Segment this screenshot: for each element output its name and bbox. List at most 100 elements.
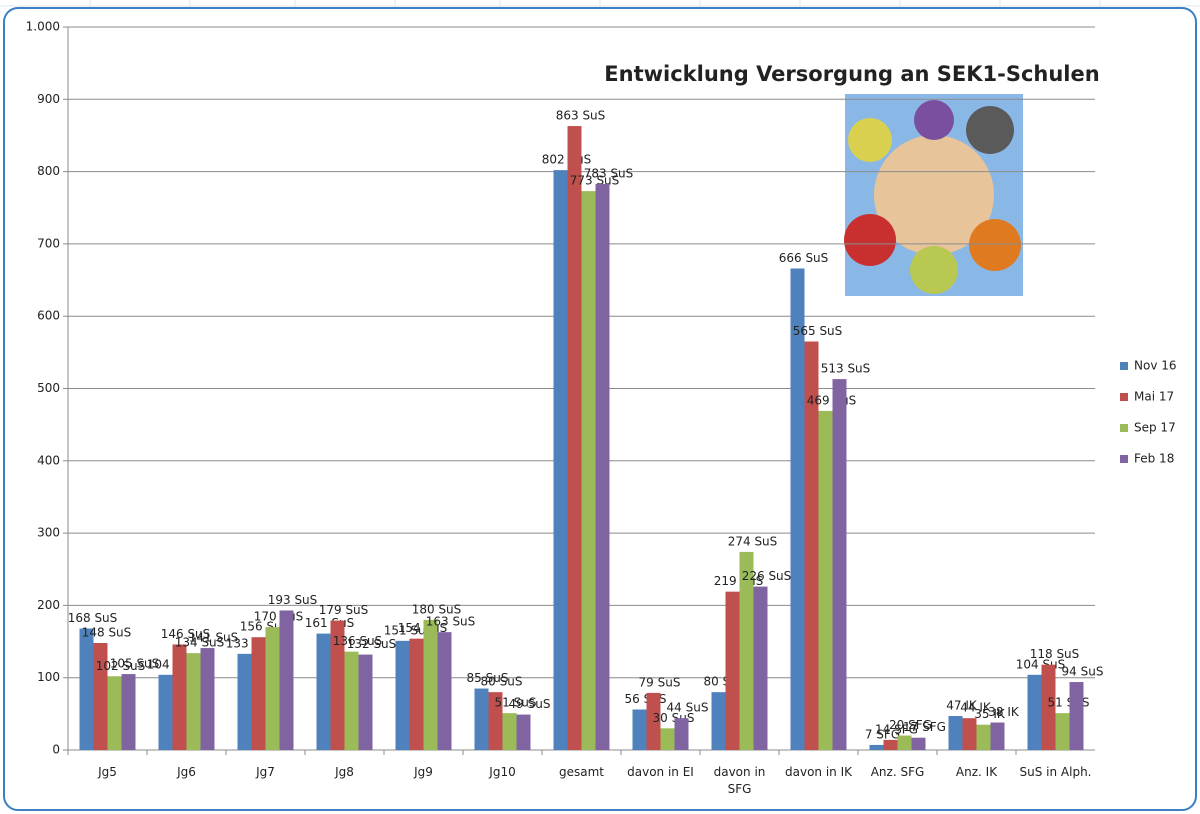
bar [646,692,661,750]
y-tick-label: 500 [37,381,60,395]
legend-label: Feb 18 [1134,452,1174,466]
data-label: 168 SuS [68,611,118,625]
x-tick-label: Jg6 [177,765,196,779]
data-label: 193 SuS [268,593,318,607]
data-label: 118 SuS [1030,647,1080,661]
data-label: 469 SuS [807,393,857,407]
x-tick-label: davon in EI [627,765,694,779]
bar [739,551,754,750]
data-label: 513 SuS [821,362,871,376]
x-tick-label: davon in IK [785,765,852,779]
bar [674,718,689,750]
x-tick-label: gesamt [559,765,604,779]
y-tick-label: 0 [52,743,60,757]
bar [172,644,187,750]
data-label: 20 SFG [889,718,932,732]
y-tick-label: 100 [37,670,60,684]
bar [237,653,252,750]
bar [1055,713,1070,750]
bar [1027,674,1042,750]
bar [948,716,963,750]
data-label: 17 SFG [903,720,946,734]
y-tick-label: 900 [37,92,60,106]
data-label: 102 SuS [96,659,146,673]
data-label: 151 SuS [384,623,434,637]
data-label: 666 SuS [779,251,829,265]
bar [409,638,424,750]
bar [107,676,122,750]
data-label: 132 SuS [347,637,397,651]
x-tick-label: Anz. SFG [870,765,925,779]
x-tick-label: Jg9 [414,765,433,779]
x-tick-label: Anz. IK [955,765,998,779]
bar [553,170,568,751]
data-label: 47 IK [946,699,978,713]
data-label: 44 SuS [667,701,709,715]
bar [790,268,805,750]
legend-label: Mai 17 [1134,390,1174,404]
bar [344,651,359,750]
bar [93,642,108,750]
data-label: 274 SuS [728,534,778,548]
data-label: 49 SuS [509,697,551,711]
y-tick-label: 700 [37,236,60,250]
data-label: 7 SFG [865,727,900,741]
data-label: 565 SuS [793,324,843,338]
y-tick-label: 600 [37,309,60,323]
y-tick-label: 800 [37,164,60,178]
bar [358,654,373,750]
bar [753,586,768,750]
bar [911,737,926,750]
bar [567,126,582,750]
data-label: 44 IK [960,701,992,715]
bar [488,692,503,750]
bar [962,718,977,750]
data-label: 148 SuS [82,625,132,639]
bar [897,735,912,750]
legend-swatch [1120,455,1128,463]
data-label: 35 IK [974,707,1006,721]
bar [158,674,173,750]
sheet-grid [0,0,1200,8]
x-tick-label: davon in SFG [713,765,766,796]
legend-swatch [1120,424,1128,432]
data-label: 141 SuS [189,631,239,645]
data-label: 179 SuS [319,603,369,617]
data-label: 863 SuS [556,109,606,123]
bar [632,709,647,750]
bar [990,722,1005,750]
legend-swatch [1120,362,1128,370]
bar [711,692,726,750]
legend-label: Sep 17 [1134,421,1176,435]
photo [844,94,1023,296]
bar [474,688,489,750]
bar [581,191,596,751]
bar [595,183,610,751]
bar [121,674,136,750]
bar [883,739,898,750]
data-label: 163 SuS [426,615,476,629]
bar [395,640,410,750]
bar [1041,664,1056,750]
data-label: 38 IK [988,705,1020,719]
x-tick-label: Jg5 [98,765,117,779]
bar [869,744,884,750]
bar [818,410,833,750]
bar [502,713,517,750]
data-label: 146 SuS [161,627,211,641]
bar [725,591,740,750]
x-tick-label: SuS in Alph. [1019,765,1092,779]
data-label: 161 SuS [305,616,355,630]
chart-title: Entwicklung Versorgung an SEK1-Schulen [604,62,1099,86]
bar [330,620,345,750]
data-label: 105 SuS [110,657,160,671]
y-tick-label: 200 [37,598,60,612]
bar [832,379,847,750]
bar [79,628,94,750]
data-label: 783 SuS [584,166,634,180]
data-label: 14 SFG [875,722,918,736]
bar [976,724,991,750]
y-tick-label: 1.000 [26,20,60,34]
